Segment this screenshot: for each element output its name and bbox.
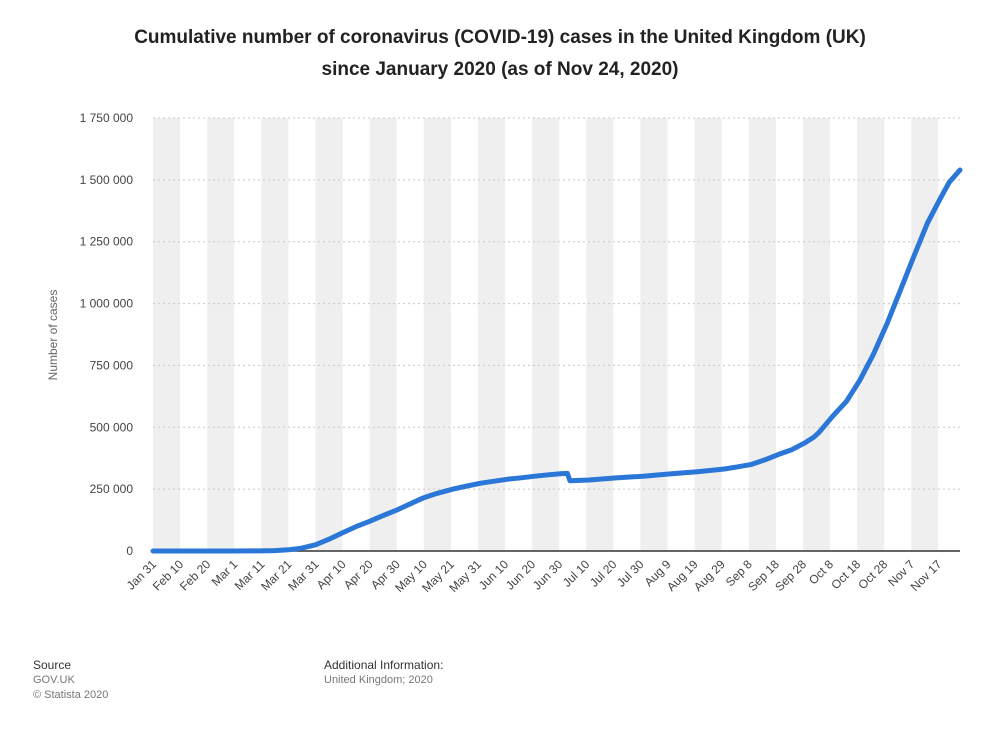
y-axis-tick-labels: 0 250 000 500 000 750 000 1 000 000 1 250 000… (80, 111, 134, 558)
y-axis-label: Number of cases (46, 290, 60, 381)
background-band (532, 118, 560, 551)
x-tick-label: Jul 30 (614, 557, 647, 590)
x-tick-label: Aug 29 (691, 557, 728, 594)
background-band (911, 118, 939, 551)
y-tick-label: 1 000 000 (80, 297, 134, 311)
background-band (477, 118, 506, 551)
x-tick-label: Oct 28 (855, 557, 890, 592)
source-name: GOV.UK (33, 674, 75, 686)
line-chart: 0 250 000 500 000 750 000 1 000 000 1 250 000… (46, 111, 963, 595)
x-tick-label: Jul 10 (560, 557, 593, 590)
y-tick-label: 250 000 (90, 482, 134, 496)
background-band (694, 118, 722, 551)
info-text: United Kingdom; 2020 (324, 674, 433, 686)
background-band (586, 118, 614, 551)
x-tick-label: Jul 20 (587, 557, 620, 590)
y-tick-label: 500 000 (90, 420, 134, 434)
series-line-cumulative-cases (150, 167, 963, 554)
background-band (423, 118, 451, 551)
footer-additional-info: Additional Information: United Kingdom; … (324, 658, 443, 688)
chart-title-line-2: since January 2020 (as of Nov 24, 2020) (321, 59, 679, 80)
y-tick-label: 750 000 (90, 358, 134, 372)
y-tick-label: 1 750 000 (80, 111, 134, 125)
x-tick-label: Apr 20 (341, 557, 376, 592)
info-heading: Additional Information: (324, 658, 444, 672)
background-band (261, 118, 289, 551)
background-band (315, 118, 343, 551)
background-band (369, 118, 397, 551)
x-tick-label: Sep 28 (772, 557, 809, 594)
background-band (640, 118, 668, 551)
copyright: © Statista 2020 (33, 689, 109, 701)
background-band (802, 118, 831, 551)
background-bands (153, 118, 939, 551)
footer-source: Source GOV.UK © Statista 2020 (33, 658, 108, 703)
x-tick-label: Nov 17 (908, 557, 945, 594)
background-band (207, 118, 235, 551)
chart-title: Cumulative number of coronavirus (COVID-… (0, 22, 1000, 86)
background-band (153, 118, 181, 551)
x-tick-label: Mar 31 (285, 557, 322, 594)
x-tick-label: Jun 30 (530, 557, 566, 593)
x-tick-label: Feb 20 (177, 557, 214, 594)
background-band (748, 118, 776, 551)
y-tick-label: 1 500 000 (80, 173, 134, 187)
chart-title-line-1: Cumulative number of coronavirus (COVID-… (134, 27, 866, 48)
y-tick-label: 1 250 000 (80, 235, 134, 249)
x-tick-label: Apr 10 (314, 557, 349, 592)
x-tick-label: Oct 18 (828, 557, 863, 592)
y-tick-label: 0 (126, 544, 133, 558)
source-heading: Source (33, 658, 72, 672)
